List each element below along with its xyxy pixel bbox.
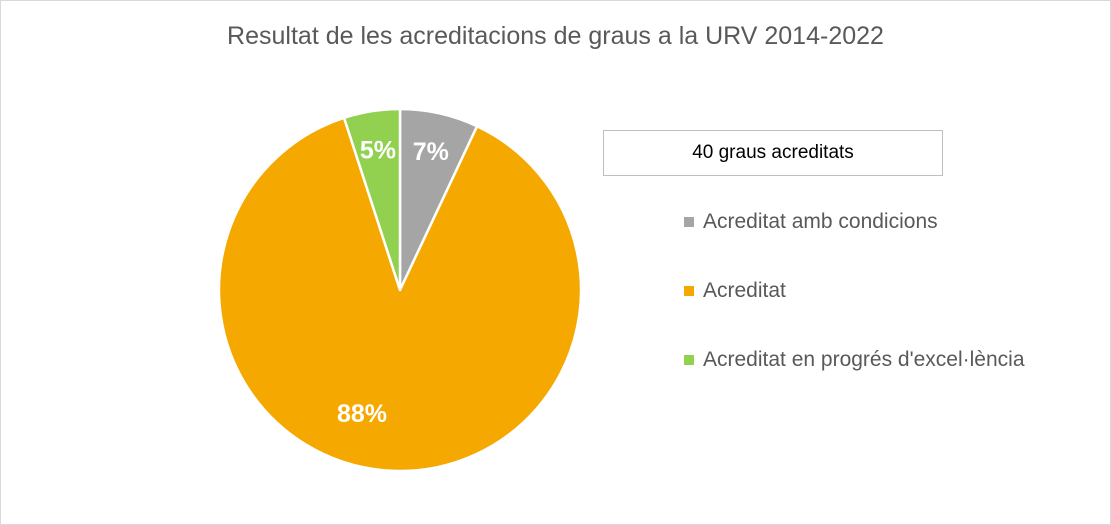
legend-swatch <box>684 355 694 365</box>
legend-item-1: Acreditat amb condicions <box>684 205 1025 239</box>
total-graus-box: 40 graus acreditats <box>603 130 943 176</box>
legend-item-3: Acreditat en progrés d'excel·lència <box>684 343 1025 377</box>
legend-label: Acreditat <box>703 279 786 302</box>
data-label-1: 7% <box>413 138 449 166</box>
pie-slice-3 <box>342 107 402 292</box>
data-label-3: 5% <box>360 137 396 165</box>
legend: Acreditat amb condicions Acreditat Acredit… <box>684 205 1025 412</box>
pie-slice-2 <box>217 116 583 473</box>
legend-label: Acreditat amb condicions <box>703 210 938 233</box>
legend-swatch <box>684 217 694 227</box>
legend-label: Acreditat en progrés d'excel·lència <box>703 348 1025 371</box>
legend-swatch <box>684 286 694 296</box>
chart-title: Resultat de les acreditacions de graus a… <box>227 22 884 50</box>
legend-item-2: Acreditat <box>684 274 1025 308</box>
data-label-2: 88% <box>337 400 387 428</box>
